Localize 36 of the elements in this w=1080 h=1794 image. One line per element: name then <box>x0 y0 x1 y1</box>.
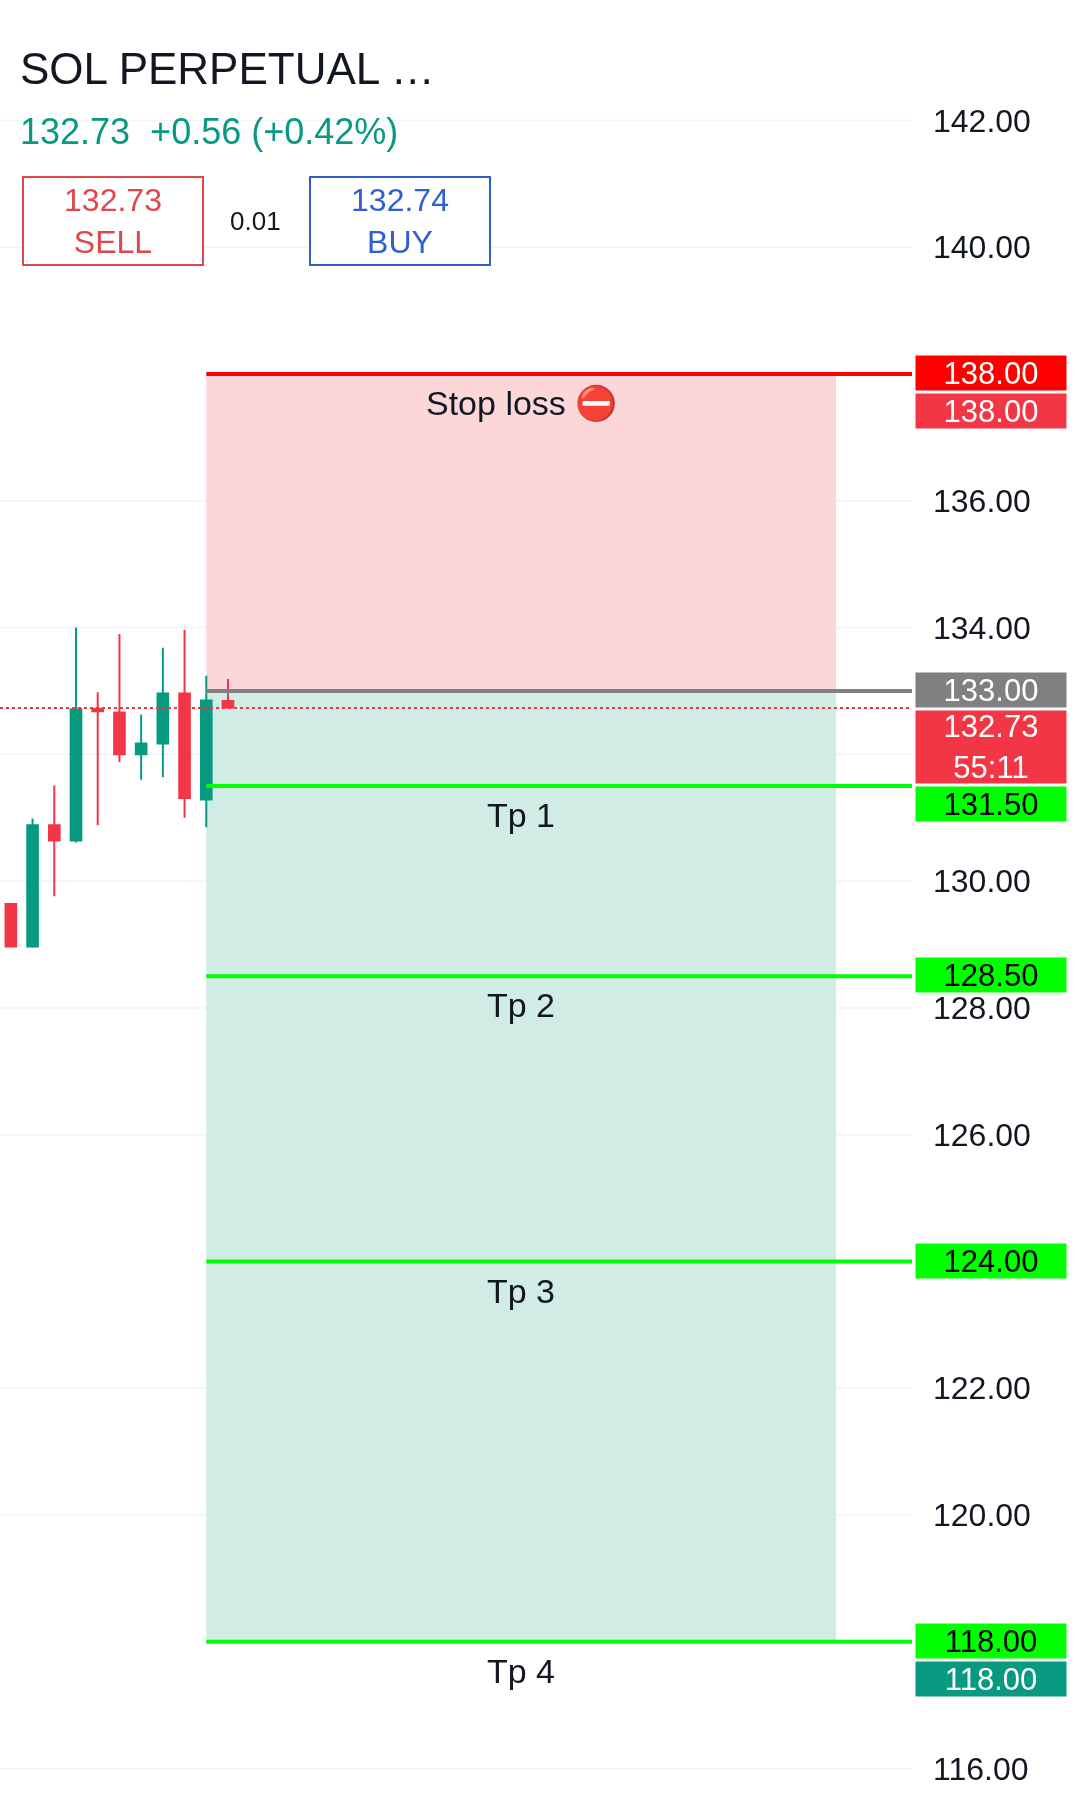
text: 132.73 55:11 <box>943 709 1039 785</box>
y-tick-label: 126.00 <box>933 1116 1031 1153</box>
candlestick <box>69 626 83 844</box>
y-tick-label: 122.00 <box>933 1370 1031 1407</box>
annotation: 132.74 BUY <box>351 182 449 260</box>
candlestick <box>47 784 61 898</box>
text: 118.00 <box>944 1623 1038 1659</box>
candlestick <box>156 646 170 779</box>
candlestick <box>134 713 148 781</box>
candlestick <box>199 674 213 829</box>
y-tick-label: 142.00 <box>933 102 1031 139</box>
y-tick-label: 136.00 <box>933 483 1031 519</box>
text: 133.00 <box>943 672 1039 708</box>
y-tick-label: 116.00 <box>933 1750 1029 1787</box>
candlestick <box>4 902 18 948</box>
y-tick-label: 140.00 <box>933 229 1031 266</box>
y-tick-label: 128.00 <box>933 990 1031 1027</box>
text: 124.00 <box>943 1243 1039 1279</box>
text: 131.50 <box>943 786 1039 822</box>
y-tick-label: 120.00 <box>933 1497 1031 1534</box>
y-tick-label: 134.00 <box>933 609 1031 646</box>
text: 132.73 +0.56 (+0.42%) <box>20 111 399 152</box>
text: 128.50 <box>943 957 1039 993</box>
ref-line-label: Tp 4 <box>487 1652 556 1690</box>
ref-line-label: Tp 2 <box>487 986 556 1024</box>
y-tick-label: 130.00 <box>933 863 1031 900</box>
candlestick <box>26 817 39 949</box>
text: 118.00 <box>944 1661 1038 1697</box>
annotation: 0.01 <box>230 206 281 236</box>
ref-line-label: Tp 3 <box>487 1272 556 1310</box>
annotation: 132.73 SELL <box>64 182 162 260</box>
text: 138.00 <box>943 355 1039 391</box>
text: SOL PERPETUAL … <box>20 44 435 93</box>
ref-line-label: Tp 1 <box>487 796 556 834</box>
text: 138.00 <box>943 393 1039 429</box>
ref-line-label: Stop loss ⛔ <box>426 384 618 423</box>
